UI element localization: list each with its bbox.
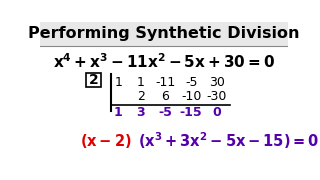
Text: 1: 1 [137, 76, 145, 89]
Text: 1: 1 [114, 76, 122, 89]
FancyBboxPatch shape [40, 22, 288, 46]
Text: $\mathbf{(x^3 + 3x^2 - 5x - 15) = 0}$: $\mathbf{(x^3 + 3x^2 - 5x - 15) = 0}$ [139, 131, 320, 151]
Text: -5: -5 [159, 106, 172, 119]
Text: Performing Synthetic Division: Performing Synthetic Division [28, 26, 300, 41]
Text: 1: 1 [114, 106, 123, 119]
Text: -30: -30 [206, 90, 227, 103]
Text: 0: 0 [212, 106, 221, 119]
Text: -11: -11 [156, 76, 176, 89]
Text: -15: -15 [180, 106, 203, 119]
Text: -10: -10 [181, 90, 201, 103]
FancyBboxPatch shape [86, 73, 101, 87]
Text: 30: 30 [209, 76, 225, 89]
Text: 2: 2 [137, 90, 145, 103]
Text: 3: 3 [136, 106, 145, 119]
Text: -5: -5 [185, 76, 197, 89]
Text: $\mathbf{(x - 2)}$: $\mathbf{(x - 2)}$ [80, 132, 132, 150]
Text: $\mathbf{x^4 + x^3 - 11x^2 - 5x + 30 = 0}$: $\mathbf{x^4 + x^3 - 11x^2 - 5x + 30 = 0… [53, 52, 275, 71]
Text: 6: 6 [162, 90, 170, 103]
Text: 2: 2 [89, 73, 98, 87]
